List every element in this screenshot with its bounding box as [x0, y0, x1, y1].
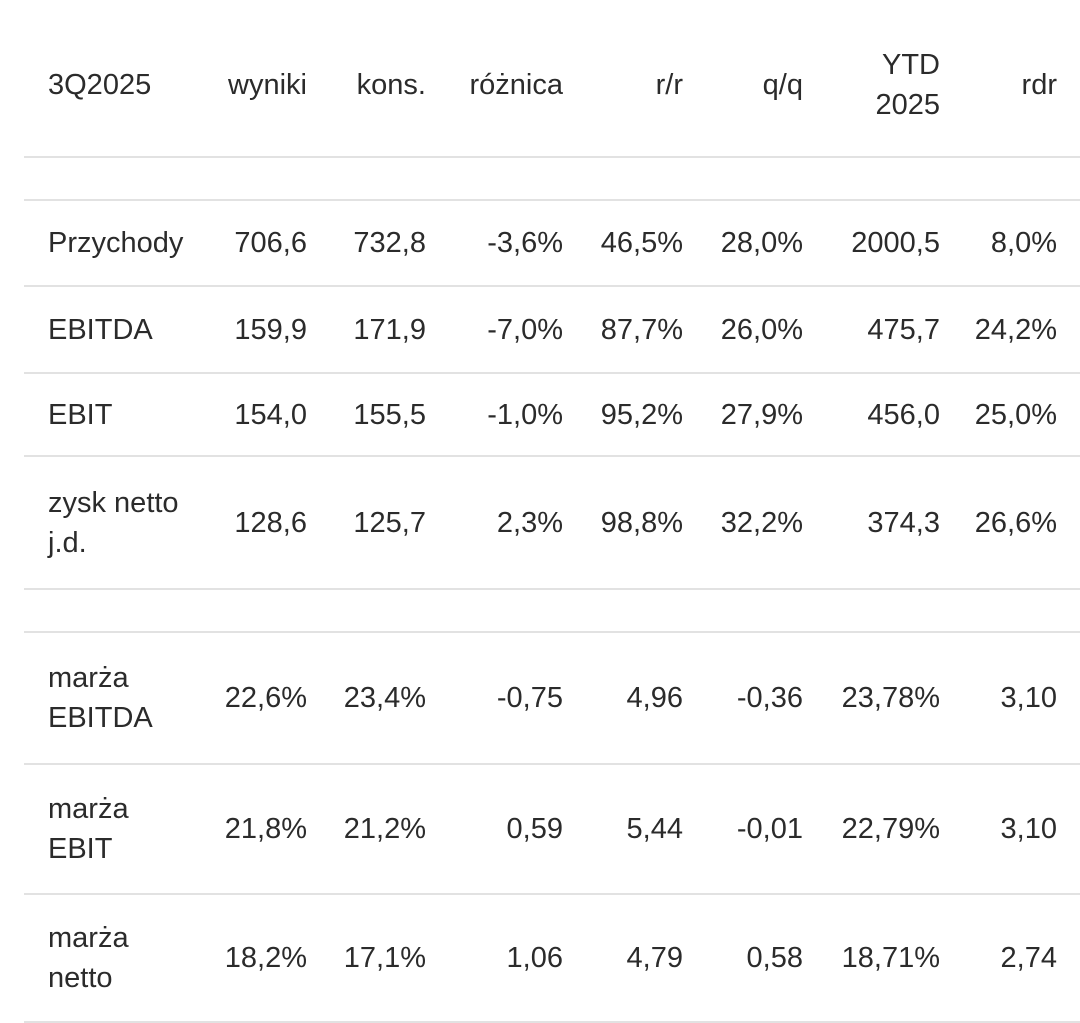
cell-wyniki: 706,6 [194, 200, 307, 287]
cell-rdr: 2,74 [940, 894, 1080, 1023]
cell-kons: 17,1% [307, 894, 426, 1023]
column-header-period: 3Q2025 [24, 0, 194, 158]
column-header-roznica: różnica [426, 0, 563, 158]
cell-rdr: 3,10 [940, 632, 1080, 765]
row-label: marża EBITDA [24, 632, 194, 765]
cell-rr: 98,8% [563, 456, 683, 590]
cell-roznica: 0,59 [426, 764, 563, 895]
row-label: Przychody [24, 200, 194, 287]
column-header-ytd-2025: YTD 2025 [803, 0, 940, 158]
cell-qq: 32,2% [683, 456, 803, 590]
cell-rr: 5,44 [563, 764, 683, 895]
financial-results-table: 3Q2025 wyniki kons. różnica r/r q/q YTD … [24, 0, 1080, 1023]
column-header-rdr: rdr [940, 0, 1080, 158]
cell-qq: -0,01 [683, 764, 803, 895]
cell-kons: 155,5 [307, 373, 426, 457]
cell-wyniki: 18,2% [194, 894, 307, 1023]
cell-roznica: -0,75 [426, 632, 563, 765]
cell-qq: -0,36 [683, 632, 803, 765]
cell-roznica: -3,6% [426, 200, 563, 287]
cell-rr: 46,5% [563, 200, 683, 287]
cell-wyniki: 21,8% [194, 764, 307, 895]
cell-ytd: 2000,5 [803, 200, 940, 287]
cell-rr: 87,7% [563, 286, 683, 374]
table-row-ebitda: EBITDA 159,9 171,9 -7,0% 87,7% 26,0% 475… [24, 286, 1080, 374]
cell-roznica: -1,0% [426, 373, 563, 457]
cell-ytd: 23,78% [803, 632, 940, 765]
table-row-przychody: Przychody 706,6 732,8 -3,6% 46,5% 28,0% … [24, 200, 1080, 287]
cell-qq: 27,9% [683, 373, 803, 457]
table-row-zysk-netto: zysk netto j.d. 128,6 125,7 2,3% 98,8% 3… [24, 456, 1080, 590]
cell-rr: 95,2% [563, 373, 683, 457]
cell-roznica: 1,06 [426, 894, 563, 1023]
cell-kons: 23,4% [307, 632, 426, 765]
column-header-rr: r/r [563, 0, 683, 158]
cell-rr: 4,79 [563, 894, 683, 1023]
cell-ytd: 475,7 [803, 286, 940, 374]
cell-ytd: 456,0 [803, 373, 940, 457]
spacer-row [24, 589, 1080, 633]
cell-roznica: -7,0% [426, 286, 563, 374]
cell-kons: 171,9 [307, 286, 426, 374]
cell-ytd: 374,3 [803, 456, 940, 590]
table-row-marza-ebit: marża EBIT 21,8% 21,2% 0,59 5,44 -0,01 2… [24, 764, 1080, 895]
column-header-qq: q/q [683, 0, 803, 158]
cell-qq: 26,0% [683, 286, 803, 374]
row-label: zysk netto j.d. [24, 456, 194, 590]
table-header-row: 3Q2025 wyniki kons. różnica r/r q/q YTD … [24, 0, 1080, 158]
cell-kons: 125,7 [307, 456, 426, 590]
cell-rdr: 3,10 [940, 764, 1080, 895]
cell-rdr: 26,6% [940, 456, 1080, 590]
row-label: EBITDA [24, 286, 194, 374]
cell-rr: 4,96 [563, 632, 683, 765]
cell-ytd: 18,71% [803, 894, 940, 1023]
cell-qq: 0,58 [683, 894, 803, 1023]
cell-roznica: 2,3% [426, 456, 563, 590]
cell-wyniki: 159,9 [194, 286, 307, 374]
cell-rdr: 24,2% [940, 286, 1080, 374]
cell-rdr: 8,0% [940, 200, 1080, 287]
row-label: marża EBIT [24, 764, 194, 895]
table-row-marza-ebitda: marża EBITDA 22,6% 23,4% -0,75 4,96 -0,3… [24, 632, 1080, 765]
column-header-kons: kons. [307, 0, 426, 158]
cell-kons: 732,8 [307, 200, 426, 287]
table-row-ebit: EBIT 154,0 155,5 -1,0% 95,2% 27,9% 456,0… [24, 373, 1080, 457]
cell-ytd: 22,79% [803, 764, 940, 895]
cell-rdr: 25,0% [940, 373, 1080, 457]
table-row-marza-netto: marża netto 18,2% 17,1% 1,06 4,79 0,58 1… [24, 894, 1080, 1023]
cell-wyniki: 22,6% [194, 632, 307, 765]
cell-kons: 21,2% [307, 764, 426, 895]
spacer-row [24, 157, 1080, 201]
cell-qq: 28,0% [683, 200, 803, 287]
row-label: marża netto [24, 894, 194, 1023]
row-label: EBIT [24, 373, 194, 457]
cell-wyniki: 154,0 [194, 373, 307, 457]
cell-wyniki: 128,6 [194, 456, 307, 590]
column-header-wyniki: wyniki [194, 0, 307, 158]
